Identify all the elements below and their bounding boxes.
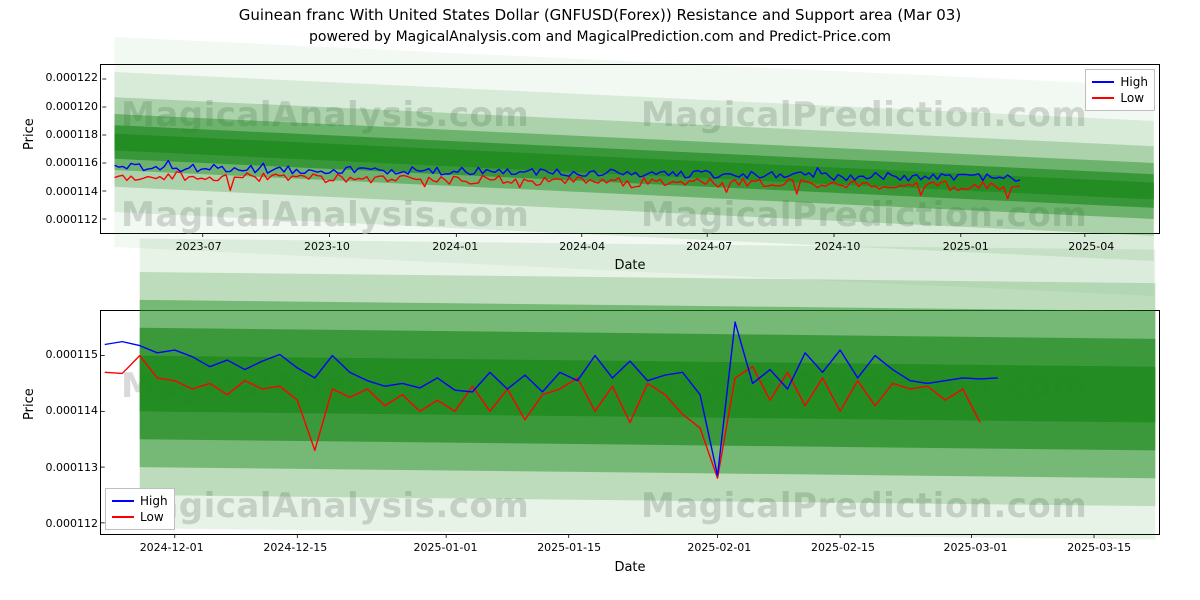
y-tick-label: 0.000120 xyxy=(8,100,98,113)
legend-item: Low xyxy=(1092,90,1148,106)
chart-svg-top xyxy=(101,65,1159,233)
x-tick-label: 2025-01-15 xyxy=(537,541,601,554)
legend-swatch xyxy=(1092,81,1114,83)
y-tick-label: 0.000114 xyxy=(8,404,98,417)
x-tick-label: 2025-02-01 xyxy=(687,541,751,554)
x-tick-label: 2025-03-01 xyxy=(944,541,1008,554)
chart-title: Guinean franc With United States Dollar … xyxy=(0,6,1200,24)
x-tick-label: 2024-12-15 xyxy=(263,541,327,554)
legend-swatch xyxy=(112,516,134,518)
chart-panel-bottom: MagicalAnalysis.com MagicalPrediction.co… xyxy=(100,310,1160,535)
y-tick-label: 0.000114 xyxy=(8,185,98,198)
chart-panel-top: MagicalAnalysis.com MagicalPrediction.co… xyxy=(100,64,1160,234)
y-tick-label: 0.000118 xyxy=(8,128,98,141)
legend: HighLow xyxy=(1085,69,1155,111)
legend-label: Low xyxy=(140,509,164,525)
chart-svg-bottom xyxy=(101,311,1159,534)
figure: Guinean franc With United States Dollar … xyxy=(0,0,1200,600)
legend-label: High xyxy=(1120,74,1148,90)
x-tick-label: 2025-02-15 xyxy=(811,541,875,554)
legend-swatch xyxy=(112,500,134,502)
legend-swatch xyxy=(1092,97,1114,99)
legend-item: High xyxy=(112,493,168,509)
x-tick-label: 2024-12-01 xyxy=(140,541,204,554)
y-tick-label: 0.000112 xyxy=(8,517,98,530)
legend-label: High xyxy=(140,493,168,509)
y-tick-label: 0.000115 xyxy=(8,348,98,361)
legend-item: High xyxy=(1092,74,1148,90)
x-tick-label: 2025-03-15 xyxy=(1067,541,1131,554)
x-tick-label: 2025-01-01 xyxy=(414,541,478,554)
x-axis-label-bottom: Date xyxy=(100,560,1160,575)
legend: HighLow xyxy=(105,488,175,530)
legend-item: Low xyxy=(112,509,168,525)
y-tick-label: 0.000113 xyxy=(8,461,98,474)
y-tick-label: 0.000116 xyxy=(8,156,98,169)
y-tick-label: 0.000122 xyxy=(8,71,98,84)
y-tick-label: 0.000112 xyxy=(8,213,98,226)
legend-label: Low xyxy=(1120,90,1144,106)
